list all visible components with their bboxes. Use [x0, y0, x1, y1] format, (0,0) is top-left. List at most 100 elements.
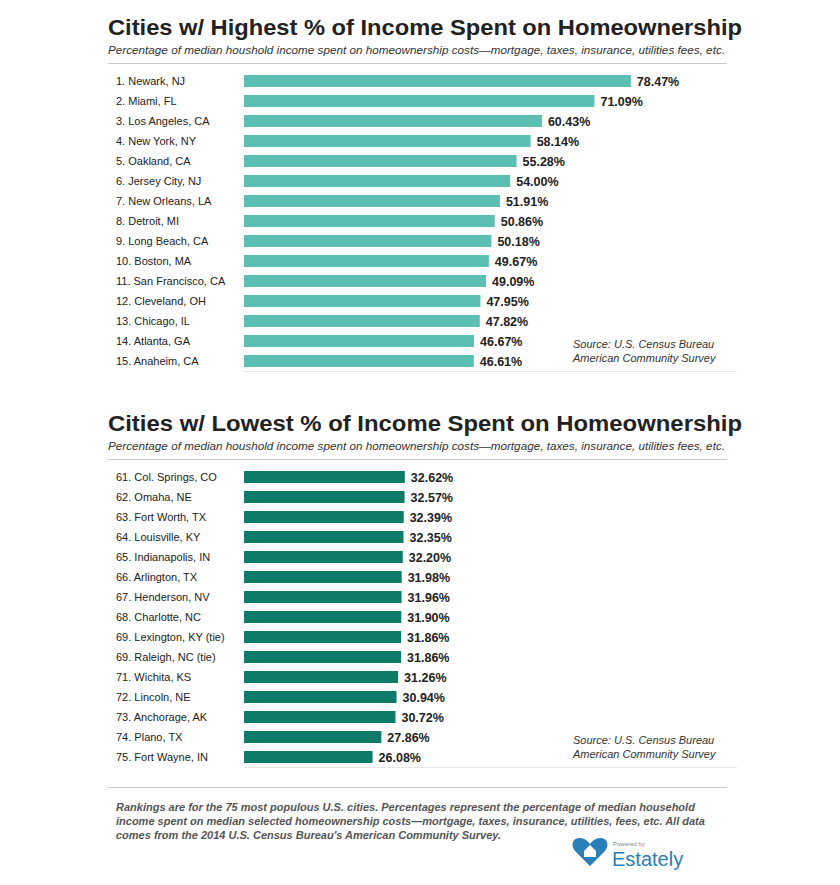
x-axis-line	[244, 767, 737, 768]
data-label: 50.18%	[497, 235, 539, 249]
category-label: 13. Chicago, IL	[116, 315, 190, 327]
title: Cities w/ Lowest % of Income Spent on Ho…	[108, 411, 742, 436]
logo-house	[584, 845, 596, 857]
data-label: 55.28%	[523, 155, 565, 169]
bar	[244, 631, 401, 643]
logo-icon	[573, 838, 608, 866]
data-label: 49.09%	[492, 275, 534, 289]
bar	[244, 511, 404, 523]
bar	[244, 215, 495, 227]
title: Cities w/ Highest % of Income Spent on H…	[108, 15, 742, 40]
chart: Cities w/ Lowest % of Income Spent on Ho…	[108, 411, 742, 768]
data-label: 30.94%	[403, 691, 445, 705]
footnote: Rankings are for the 75 most populous U.…	[116, 800, 726, 842]
category-label: 4. New York, NY	[116, 135, 197, 147]
bar	[244, 115, 542, 127]
data-label: 32.20%	[409, 551, 451, 565]
bar	[244, 335, 474, 347]
data-label: 32.57%	[411, 491, 453, 505]
data-label: 58.14%	[537, 135, 579, 149]
data-label: 47.95%	[486, 295, 528, 309]
chart: Cities w/ Highest % of Income Spent on H…	[108, 15, 742, 372]
data-label: 78.47%	[637, 75, 679, 89]
bar	[244, 95, 594, 107]
annotation: Source: U.S. Census Bureau	[573, 338, 714, 350]
bars	[244, 471, 405, 763]
category-label: 69. Lexington, KY (tie)	[116, 631, 225, 643]
bar	[244, 255, 489, 267]
category-label: 63. Fort Worth, TX	[116, 511, 207, 523]
x-axis-line	[244, 371, 737, 372]
category-label: 75. Fort Wayne, IN	[116, 751, 208, 763]
data-label: 31.86%	[407, 631, 449, 645]
bar	[244, 691, 397, 703]
canvas: Cities w/ Highest % of Income Spent on H…	[0, 0, 840, 885]
category-label: 11. San Francisco, CA	[116, 275, 226, 287]
subtitle: Percentage of median houshold income spe…	[108, 440, 725, 452]
data-label: 60.43%	[548, 115, 590, 129]
bar	[244, 195, 500, 207]
divider	[108, 63, 727, 64]
category-label: 6. Jersey City, NJ	[116, 175, 201, 187]
category-label: 66. Arlington, TX	[116, 571, 198, 583]
data-label: 27.86%	[387, 731, 429, 745]
data-label: 32.35%	[409, 531, 451, 545]
data-label: 54.00%	[516, 175, 558, 189]
annotation: American Community Survey	[572, 352, 717, 364]
data-label: 31.98%	[408, 571, 450, 585]
annotation: American Community Survey	[572, 748, 717, 760]
category-label: 14. Atlanta, GA	[116, 335, 191, 347]
data-label: 46.61%	[480, 355, 522, 369]
bar	[244, 355, 474, 367]
bar	[244, 711, 395, 723]
bar	[244, 135, 531, 147]
subtitle: Percentage of median houshold income spe…	[108, 44, 725, 56]
bar	[244, 275, 486, 287]
category-label: 71. Wichita, KS	[116, 671, 191, 683]
category-label: 3. Los Angeles, CA	[116, 115, 210, 127]
logo: Powered byEstately	[573, 838, 684, 870]
annotation: Source: U.S. Census Bureau	[573, 734, 714, 746]
category-label: 2. Miami, FL	[116, 95, 177, 107]
bar	[244, 651, 401, 663]
data-label: 47.82%	[486, 315, 528, 329]
category-label: 8. Detroit, MI	[116, 215, 179, 227]
bar	[244, 235, 491, 247]
category-label: 73. Anchorage, AK	[116, 711, 208, 723]
category-label: 15. Anaheim, CA	[116, 355, 199, 367]
bar	[244, 751, 373, 763]
bar	[244, 175, 510, 187]
category-label: 7. New Orleans, LA	[116, 195, 212, 207]
data-label: 32.62%	[411, 471, 453, 485]
data-label: 31.90%	[407, 611, 449, 625]
category-label: 69. Raleigh, NC (tie)	[116, 651, 216, 663]
category-label: 9. Long Beach, CA	[116, 235, 209, 247]
bar	[244, 491, 405, 503]
data-label: 30.72%	[401, 711, 443, 725]
category-label: 68. Charlotte, NC	[116, 611, 201, 623]
data-label: 46.67%	[480, 335, 522, 349]
bar	[244, 471, 405, 483]
bar	[244, 295, 480, 307]
divider	[108, 787, 727, 788]
category-label: 64. Louisville, KY	[116, 531, 201, 543]
bar	[244, 315, 480, 327]
bar	[244, 591, 402, 603]
data-label: 31.86%	[407, 651, 449, 665]
data-label: 50.86%	[501, 215, 543, 229]
category-label: 5. Oakland, CA	[116, 155, 191, 167]
category-label: 65. Indianapolis, IN	[116, 551, 210, 563]
bar	[244, 611, 401, 623]
divider	[108, 459, 727, 460]
data-label: 49.67%	[495, 255, 537, 269]
data-label: 71.09%	[600, 95, 642, 109]
category-label: 72. Lincoln, NE	[116, 691, 191, 703]
logo-powered-by: Powered by	[613, 841, 645, 847]
bar	[244, 671, 398, 683]
data-label: 31.96%	[408, 591, 450, 605]
category-label: 1. Newark, NJ	[116, 75, 185, 87]
bars	[244, 75, 631, 367]
logo-name: Estately	[612, 848, 683, 870]
data-label: 26.08%	[379, 751, 421, 765]
bar	[244, 551, 403, 563]
